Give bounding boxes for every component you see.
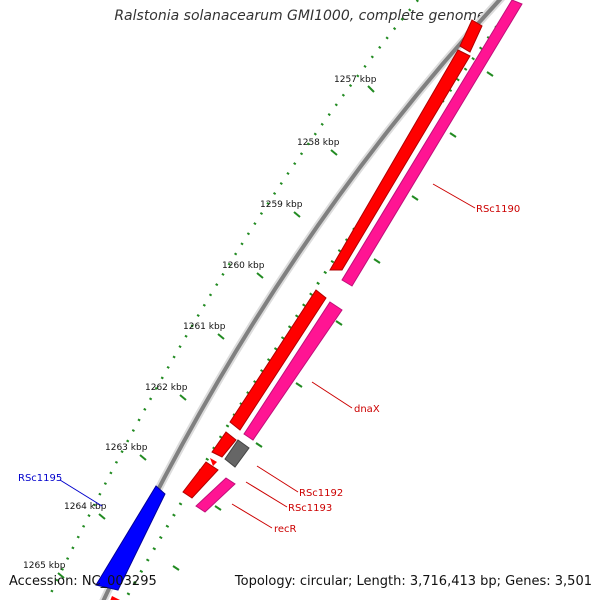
tick-mark (367, 85, 375, 93)
gene-rsc1193-reverse (195, 477, 236, 513)
tick-mark (295, 382, 303, 388)
tick-mark (373, 258, 381, 264)
tick-mark (255, 442, 263, 448)
tick-mark (179, 394, 187, 401)
gene-forward-top (459, 19, 483, 53)
gene-label-dnax: dnaX (354, 404, 380, 415)
gene-rsc1190-forward (329, 49, 471, 271)
tick-mark (139, 454, 147, 461)
tick-mark (411, 195, 419, 201)
tick-label: 1259 kbp (260, 200, 303, 210)
gene-dnax-reverse (243, 301, 343, 441)
kbp-tick-labels: 1257 kbp 1258 kbp 1259 kbp 1260 kbp 1261… (23, 75, 377, 571)
tick-label: 1264 kbp (64, 502, 107, 512)
gene-small-forward (210, 458, 217, 466)
leader-lines (59, 183, 476, 529)
tick-mark (486, 71, 494, 77)
gene-label-rsc1195: RSc1195 (18, 473, 62, 484)
tick-mark (449, 132, 457, 138)
tick-mark (335, 320, 343, 326)
tick-mark (172, 565, 180, 571)
tick-label: 1262 kbp (145, 383, 188, 393)
gene-bottom-forward (110, 596, 120, 600)
tick-mark (256, 272, 264, 279)
gene-rsc1192-forward (211, 431, 237, 458)
leader-dnax (311, 381, 353, 409)
gene-label-rsc1190: RSc1190 (476, 204, 520, 215)
leader-rsc1192 (256, 465, 299, 493)
tick-mark (330, 149, 338, 156)
tick-mark (57, 572, 65, 579)
leader-rsc1195 (59, 479, 103, 507)
inner-tick-ring (123, 0, 519, 600)
major-tick-marks (57, 71, 494, 579)
tick-mark (214, 505, 222, 511)
tick-mark (217, 333, 225, 340)
gene-dnax-forward (229, 289, 327, 431)
gene-recr-forward (182, 461, 219, 499)
tick-label: 1260 kbp (222, 261, 265, 271)
reverse-cds-track (195, 0, 523, 513)
tick-label: 1265 kbp (23, 561, 66, 571)
tick-label: 1263 kbp (105, 443, 148, 453)
gene-labels: RSc1190 dnaX RSc1192 RSc1193 recR RSc119… (18, 204, 520, 535)
gene-grey (224, 439, 250, 468)
map-title: Ralstonia solanacearum GMI1000, complete… (114, 8, 486, 24)
leader-rsc1193 (245, 481, 288, 508)
forward-cds-track (110, 19, 483, 600)
gene-label-rsc1193: RSc1193 (288, 503, 332, 514)
genome-summary-text: Topology: circular; Length: 3,716,413 bp… (234, 574, 592, 589)
gene-rsc1190-reverse (341, 0, 523, 287)
leader-rsc1190 (432, 183, 476, 209)
tick-mark (293, 211, 301, 218)
gene-rsc1195 (95, 485, 166, 591)
tick-label: 1261 kbp (183, 322, 226, 332)
leader-recr (231, 503, 273, 529)
tick-label: 1258 kbp (297, 138, 340, 148)
gene-label-recr: recR (274, 524, 297, 535)
accession-text: Accession: NC_003295 (9, 574, 157, 589)
gene-label-rsc1192: RSc1192 (299, 488, 343, 499)
tick-mark (98, 513, 106, 520)
tick-label: 1257 kbp (334, 75, 377, 85)
